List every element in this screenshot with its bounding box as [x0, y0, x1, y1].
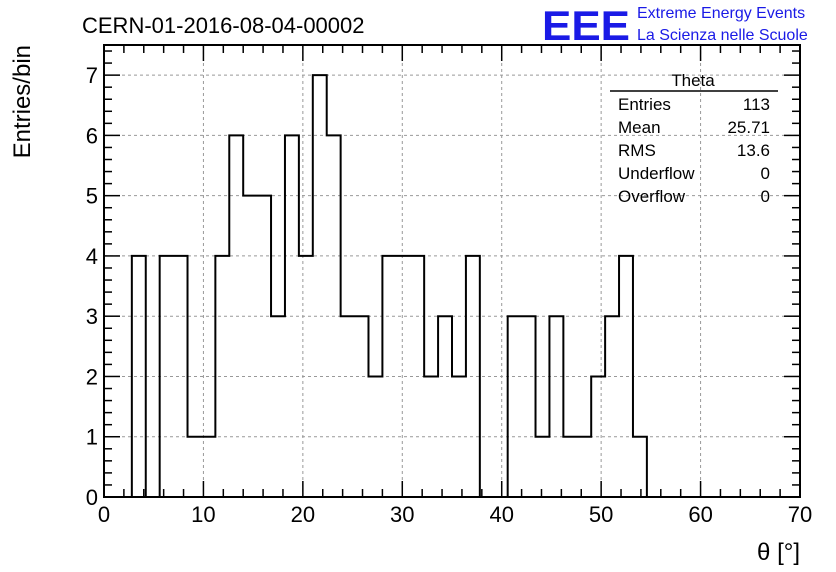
histogram-bin: [508, 316, 522, 497]
y-tick-label: 0: [86, 485, 98, 510]
histogram-bin: [215, 256, 229, 497]
y-tick-labels: 0 1 2 3 4 5 6 7: [86, 63, 98, 510]
y-tick-label: 3: [86, 304, 98, 329]
histogram-bin: [355, 316, 369, 497]
histogram-step-line: [104, 74, 800, 498]
y-tick-label: 1: [86, 425, 98, 450]
y-axis-label: Entries/bin: [9, 45, 36, 158]
stats-row-value: 25.71: [727, 118, 770, 137]
stats-title: Theta: [671, 71, 715, 90]
x-tick-label: 30: [390, 502, 414, 527]
logo-line-2: La Scienza nelle Scuole: [637, 27, 808, 44]
logo-line-1: Extreme Energy Events: [637, 5, 805, 22]
y-tick-label: 4: [86, 244, 98, 269]
histogram-bin: [132, 256, 146, 497]
y-tick-label: 7: [86, 63, 98, 88]
histogram-bin: [577, 437, 591, 497]
histogram-bin: [605, 316, 619, 497]
histogram-bin: [174, 256, 188, 497]
histogram-bin: [257, 196, 271, 497]
logo-mark: EEE: [542, 2, 630, 49]
x-tick-label: 10: [191, 502, 215, 527]
histogram-bin: [243, 196, 257, 497]
stats-row-value: 0: [761, 187, 770, 206]
x-axis-label: θ [°]: [757, 539, 800, 566]
x-tick-label: 50: [589, 502, 613, 527]
histogram-bin: [438, 316, 452, 497]
y-tick-label: 2: [86, 364, 98, 389]
stats-row-label: Mean: [618, 118, 661, 137]
x-tick-labels: 0 10 20 30 40 50 60 70: [98, 502, 812, 527]
x-tick-label: 60: [688, 502, 712, 527]
plot-frame: [103, 44, 801, 498]
y-tick-label: 6: [86, 123, 98, 148]
stats-row-value: 113: [743, 95, 770, 114]
histogram-bin: [549, 316, 563, 497]
stats-row-label: Overflow: [618, 187, 686, 206]
histogram-bin: [341, 316, 355, 497]
run-title: CERN-01-2016-08-04-00002: [82, 13, 365, 38]
x-tick-label: 0: [98, 502, 110, 527]
x-tick-label: 20: [291, 502, 315, 527]
stats-row-label: RMS: [618, 141, 656, 160]
histogram-bin: [633, 437, 647, 497]
stats-box: Theta Entries 113 Mean 25.71 RMS 13.6 Underflo…: [610, 71, 778, 206]
histogram-bin: [563, 437, 577, 497]
grid-lines: [104, 45, 800, 497]
axis-ticks: [103, 45, 801, 498]
stats-row-label: Entries: [618, 95, 671, 114]
histogram-bin: [313, 75, 327, 497]
histogram-bin: [271, 316, 285, 497]
stats-row-value: 0: [761, 164, 770, 183]
x-tick-label: 70: [788, 502, 812, 527]
stats-row-value: 13.6: [737, 141, 770, 160]
histogram-bin: [188, 437, 202, 497]
y-tick-label: 5: [86, 184, 98, 209]
x-tick-label: 40: [489, 502, 513, 527]
histogram-bin: [522, 316, 536, 497]
histogram-bars: [132, 75, 647, 497]
stats-rows: Entries 113 Mean 25.71 RMS 13.6 Underflow 0 Over…: [618, 95, 770, 206]
histogram-bin: [536, 437, 550, 497]
stats-row-label: Underflow: [618, 164, 695, 183]
